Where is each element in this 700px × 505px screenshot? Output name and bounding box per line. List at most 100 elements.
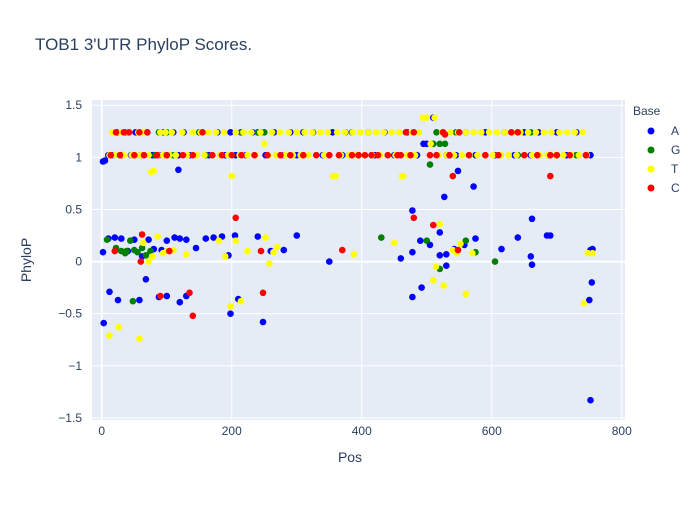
y-tick-label: −1.5 bbox=[58, 411, 82, 425]
data-point-t bbox=[244, 151, 251, 159]
data-point-c bbox=[189, 151, 197, 159]
data-point-a bbox=[498, 245, 505, 253]
data-point-a bbox=[528, 261, 536, 269]
data-point-a bbox=[231, 232, 239, 239]
data-point-t bbox=[462, 129, 470, 136]
data-point-a bbox=[183, 236, 190, 243]
data-point-t bbox=[532, 129, 540, 136]
data-point-a bbox=[176, 298, 184, 306]
data-point-a bbox=[106, 288, 113, 296]
data-point-a bbox=[586, 296, 593, 304]
data-point-a bbox=[145, 236, 152, 243]
data-point-t bbox=[293, 129, 301, 136]
data-point-a bbox=[472, 235, 479, 242]
data-point-t bbox=[248, 129, 255, 136]
data-point-t bbox=[436, 220, 444, 228]
data-point-a bbox=[227, 129, 234, 136]
data-point-g bbox=[378, 234, 385, 241]
data-point-c bbox=[179, 151, 187, 159]
y-tick-label: 1.5 bbox=[65, 98, 82, 112]
data-point-a bbox=[163, 292, 171, 300]
data-point-t bbox=[266, 260, 273, 267]
data-point-g bbox=[127, 237, 134, 244]
data-point-t bbox=[357, 129, 364, 136]
y-tick-label: −1 bbox=[68, 359, 82, 373]
data-point-c bbox=[547, 172, 554, 180]
data-point-t bbox=[450, 151, 458, 159]
data-point-c bbox=[163, 151, 171, 159]
data-point-a bbox=[142, 276, 150, 283]
data-point-t bbox=[270, 248, 277, 256]
data-point-a bbox=[436, 252, 444, 259]
data-point-c bbox=[441, 131, 449, 138]
chart-title: TOB1 3'UTR PhyloP Scores. bbox=[35, 35, 252, 54]
y-tick-label: 0 bbox=[75, 255, 82, 269]
data-point-t bbox=[212, 129, 220, 136]
data-point-c bbox=[125, 129, 133, 136]
data-point-t bbox=[589, 249, 596, 257]
data-point-c bbox=[116, 151, 124, 159]
data-point-c bbox=[131, 151, 138, 159]
data-point-c bbox=[368, 151, 375, 159]
legend-marker-a bbox=[647, 127, 655, 135]
data-point-c bbox=[277, 151, 284, 159]
data-point-t bbox=[575, 151, 583, 159]
data-point-t bbox=[145, 258, 152, 265]
data-point-t bbox=[501, 129, 509, 136]
data-point-t bbox=[580, 300, 588, 307]
data-point-t bbox=[106, 332, 113, 339]
legend-title: Base bbox=[633, 104, 661, 118]
data-point-t bbox=[136, 335, 143, 343]
data-point-t bbox=[232, 129, 239, 136]
data-point-c bbox=[166, 247, 173, 255]
data-point-a bbox=[99, 248, 107, 256]
data-point-a bbox=[111, 234, 119, 241]
data-point-t bbox=[232, 237, 239, 244]
data-point-t bbox=[140, 239, 147, 247]
x-tick-label: 0 bbox=[98, 424, 105, 438]
data-point-a bbox=[514, 234, 522, 241]
data-point-c bbox=[112, 129, 120, 136]
data-point-c bbox=[482, 151, 489, 159]
data-point-a bbox=[176, 235, 184, 242]
data-point-a bbox=[454, 167, 462, 175]
data-point-t bbox=[415, 129, 423, 136]
data-point-t bbox=[391, 239, 398, 247]
data-point-a bbox=[528, 215, 536, 223]
x-tick-label: 200 bbox=[222, 424, 242, 438]
data-point-t bbox=[227, 303, 234, 310]
data-point-t bbox=[423, 114, 431, 121]
data-point-t bbox=[411, 151, 419, 159]
series-c bbox=[107, 129, 590, 320]
data-point-c bbox=[430, 221, 437, 229]
data-point-a bbox=[588, 279, 596, 286]
data-point-t bbox=[432, 263, 440, 271]
data-point-a bbox=[409, 207, 416, 214]
data-point-a bbox=[171, 234, 178, 241]
data-point-c bbox=[397, 151, 405, 159]
data-point-t bbox=[274, 243, 281, 251]
data-point-t bbox=[301, 129, 308, 136]
data-point-t bbox=[220, 129, 228, 136]
data-point-c bbox=[335, 151, 343, 159]
data-point-c bbox=[407, 151, 414, 159]
data-point-t bbox=[365, 129, 372, 136]
data-point-c bbox=[495, 151, 502, 159]
data-point-t bbox=[489, 151, 497, 159]
data-point-c bbox=[339, 246, 346, 254]
data-point-g bbox=[426, 161, 434, 168]
data-point-c bbox=[153, 151, 161, 159]
data-point-c bbox=[326, 151, 333, 159]
data-point-t bbox=[427, 140, 434, 148]
data-point-t bbox=[474, 151, 481, 159]
data-point-c bbox=[107, 151, 115, 159]
data-point-t bbox=[201, 151, 208, 159]
data-point-c bbox=[264, 151, 271, 159]
data-point-a bbox=[436, 229, 444, 236]
legend-marker-g bbox=[647, 146, 655, 154]
data-point-t bbox=[556, 129, 563, 136]
data-point-t bbox=[162, 129, 169, 136]
data-point-g bbox=[138, 244, 146, 252]
